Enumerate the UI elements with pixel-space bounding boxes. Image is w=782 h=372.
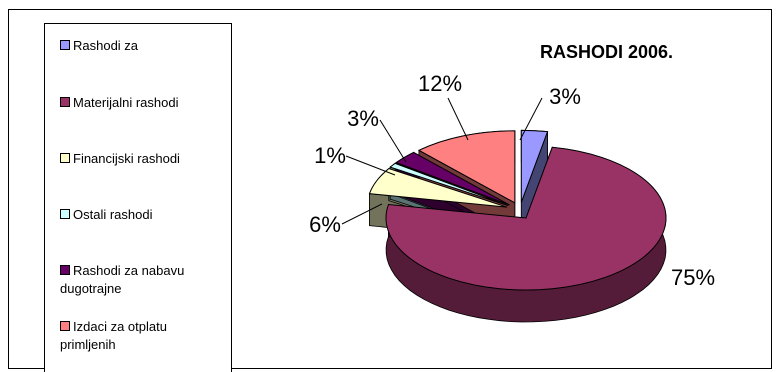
legend-item-rashodi-za-nabavu: Rashodi za nabavu dugotrajne — [60, 262, 225, 298]
legend-swatch-financijski-rashodi — [60, 153, 70, 163]
data-label-2: 6% — [309, 212, 341, 237]
pie-slice-3 — [389, 162, 509, 207]
pie-slice-0 — [520, 129, 549, 203]
legend-label: Izdaci za otplatu primljenih — [60, 319, 167, 352]
leader-line-3 — [345, 155, 396, 176]
legend-swatch-rashodi-za-nabavu — [60, 265, 70, 275]
data-label-3: 1% — [314, 143, 346, 168]
data-label-0: 3% — [549, 84, 581, 109]
legend-swatch-ostali-rashodi — [60, 209, 70, 219]
legend-label: Rashodi za nabavu dugotrajne — [60, 263, 185, 296]
pie-slice-5 — [417, 130, 516, 204]
leader-line-2 — [341, 203, 383, 225]
legend-swatch-materijalni-rashodi — [60, 97, 70, 107]
legend-label: Materijalni rashodi — [73, 95, 179, 110]
legend-swatch-izdaci-za-otplatu — [60, 321, 70, 331]
legend-item-ostali-rashodi: Ostali rashodi — [60, 206, 225, 224]
legend-item-financijski-rashodi: Financijski rashodi — [60, 150, 225, 168]
data-label-5: 12% — [418, 71, 462, 96]
legend-label: Ostali rashodi — [73, 207, 153, 222]
pie-slice-2 — [368, 168, 508, 208]
data-label-4: 3% — [347, 106, 379, 131]
chart-title: RASHODI 2006. — [540, 42, 674, 62]
legend: Rashodi za Materijalni rashodi Financijs… — [44, 23, 232, 372]
leader-line-5 — [447, 97, 469, 141]
data-label-1: 75% — [671, 265, 715, 290]
legend-item-materijalni-rashodi: Materijalni rashodi — [60, 94, 225, 112]
legend-item-rashodi-za: Rashodi za — [60, 37, 225, 55]
pie-slice-1 — [385, 146, 667, 291]
leader-line-0 — [519, 97, 543, 141]
legend-item-izdaci-za-otplatu: Izdaci za otplatu primljenih — [60, 318, 225, 354]
leader-line-4 — [379, 119, 407, 163]
legend-label: Rashodi za — [73, 38, 139, 53]
legend-label: Financijski rashodi — [73, 151, 180, 166]
pie-slice-4 — [395, 151, 510, 206]
legend-swatch-rashodi-za — [60, 40, 70, 50]
